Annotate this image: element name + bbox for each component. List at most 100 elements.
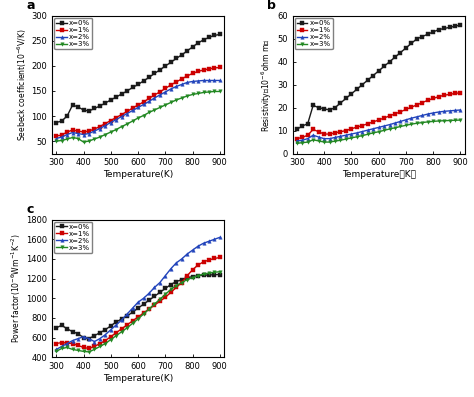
x=1% [119,326,125,331]
x=3% [211,89,217,94]
x=0% [409,41,414,46]
x=1% [113,115,119,120]
x=1% [152,93,157,97]
x=3% [409,122,414,127]
x=0% [305,121,310,126]
Line: x=2%: x=2% [295,108,462,143]
Line: x=0%: x=0% [295,23,462,131]
x=0% [425,32,430,37]
x=1% [135,314,141,319]
x=3% [70,347,75,352]
x=2% [179,256,184,261]
x=1% [97,124,103,129]
x=0% [387,60,392,64]
x=0% [97,330,103,335]
x=0% [337,101,343,106]
x=3% [135,316,141,321]
x=0% [419,34,425,39]
x=1% [447,92,452,97]
x=2% [70,338,75,343]
x=3% [70,135,75,140]
x=3% [108,130,114,135]
x=3% [398,124,403,129]
x=3% [168,287,173,292]
x=2% [141,102,146,107]
x=3% [157,105,163,110]
Text: c: c [27,202,34,216]
x=2% [124,312,130,316]
x=2% [370,126,376,131]
x=1% [305,133,310,138]
x=1% [81,130,86,135]
x=0% [168,282,173,287]
x=2% [206,239,212,244]
Legend: x=0%, x=1%, x=2%, x=3%: x=0%, x=1%, x=2%, x=3% [54,222,92,253]
x=1% [457,91,463,95]
x=0% [179,277,184,282]
x=2% [447,108,452,113]
x=1% [376,118,382,122]
x=0% [86,109,92,114]
x=2% [64,341,70,346]
x=0% [97,104,103,108]
x=0% [168,60,173,65]
x=2% [54,347,59,352]
x=1% [141,311,146,316]
x=1% [75,343,81,348]
x=0% [184,48,190,53]
x=2% [163,273,168,278]
x=0% [64,114,70,118]
x=2% [300,138,305,143]
x=1% [337,129,343,134]
Text: b: b [267,0,276,12]
x=3% [86,349,92,354]
x=2% [359,129,365,134]
x=3% [124,121,130,126]
x=2% [332,135,338,140]
x=2% [294,139,300,143]
x=2% [217,78,223,83]
x=2% [173,260,179,265]
x=2% [381,123,387,128]
x=2% [91,129,97,133]
x=1% [403,107,409,112]
x=1% [184,273,190,278]
x=1% [91,127,97,131]
x=3% [75,348,81,353]
x=1% [81,345,86,350]
x=3% [332,139,338,144]
x=0% [124,314,130,318]
x=3% [206,271,212,276]
x=1% [86,346,92,351]
x=2% [70,130,75,135]
x=2% [64,132,70,137]
x=3% [419,120,425,125]
x=3% [392,125,398,130]
X-axis label: Temperature(K): Temperature(K) [103,170,173,179]
x=1% [332,131,338,135]
x=1% [392,112,398,116]
x=2% [392,121,398,125]
x=0% [59,323,64,328]
x=1% [157,299,163,304]
x=1% [59,133,64,137]
x=0% [343,96,349,101]
x=1% [179,280,184,285]
x=0% [457,23,463,27]
x=1% [152,303,157,308]
x=1% [294,136,300,141]
x=2% [75,131,81,136]
x=3% [430,119,436,124]
Text: a: a [27,0,35,12]
x=0% [206,273,212,278]
x=0% [300,123,305,128]
x=0% [201,273,206,278]
x=3% [337,138,343,143]
x=3% [441,118,447,123]
x=0% [102,100,108,105]
x=2% [81,334,86,339]
x=1% [54,341,59,346]
x=0% [217,32,223,37]
x=1% [365,121,371,126]
x=2% [102,332,108,337]
